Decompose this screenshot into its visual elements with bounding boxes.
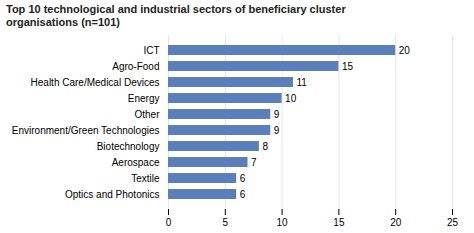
svg-text:Health Care/Medical Devices: Health Care/Medical Devices xyxy=(31,77,160,88)
svg-text:6: 6 xyxy=(240,189,246,200)
svg-text:Aerospace: Aerospace xyxy=(112,157,160,168)
svg-text:11: 11 xyxy=(296,77,307,88)
svg-text:6: 6 xyxy=(240,173,246,184)
svg-text:Energy: Energy xyxy=(128,93,160,104)
svg-text:Other: Other xyxy=(134,109,160,120)
html-text:organisations (n=101): organisations (n=101) xyxy=(6,16,120,28)
svg-text:15: 15 xyxy=(333,217,345,228)
svg-text:15: 15 xyxy=(342,61,354,72)
svg-text:9: 9 xyxy=(274,125,280,136)
svg-text:20: 20 xyxy=(399,45,411,56)
svg-text:Biotechnology: Biotechnology xyxy=(97,141,160,152)
svg-text:Optics and Photonics: Optics and Photonics xyxy=(65,189,160,200)
svg-text:10: 10 xyxy=(277,217,289,228)
svg-text:20: 20 xyxy=(390,217,402,228)
svg-text:7: 7 xyxy=(251,157,257,168)
svg-text:0: 0 xyxy=(166,217,172,228)
svg-text:25: 25 xyxy=(447,217,459,228)
svg-text:5: 5 xyxy=(223,217,229,228)
svg-text:Agro-Food: Agro-Food xyxy=(112,61,159,72)
html-text:Top 10 technological and indus: Top 10 technological and industrial sect… xyxy=(6,3,346,15)
svg-text:10: 10 xyxy=(285,93,297,104)
svg-text:9: 9 xyxy=(274,109,280,120)
svg-text:Environment/Green Technologies: Environment/Green Technologies xyxy=(12,125,160,136)
svg-text:ICT: ICT xyxy=(143,45,159,56)
svg-text:Textile: Textile xyxy=(131,173,160,184)
svg-text:8: 8 xyxy=(262,141,268,152)
